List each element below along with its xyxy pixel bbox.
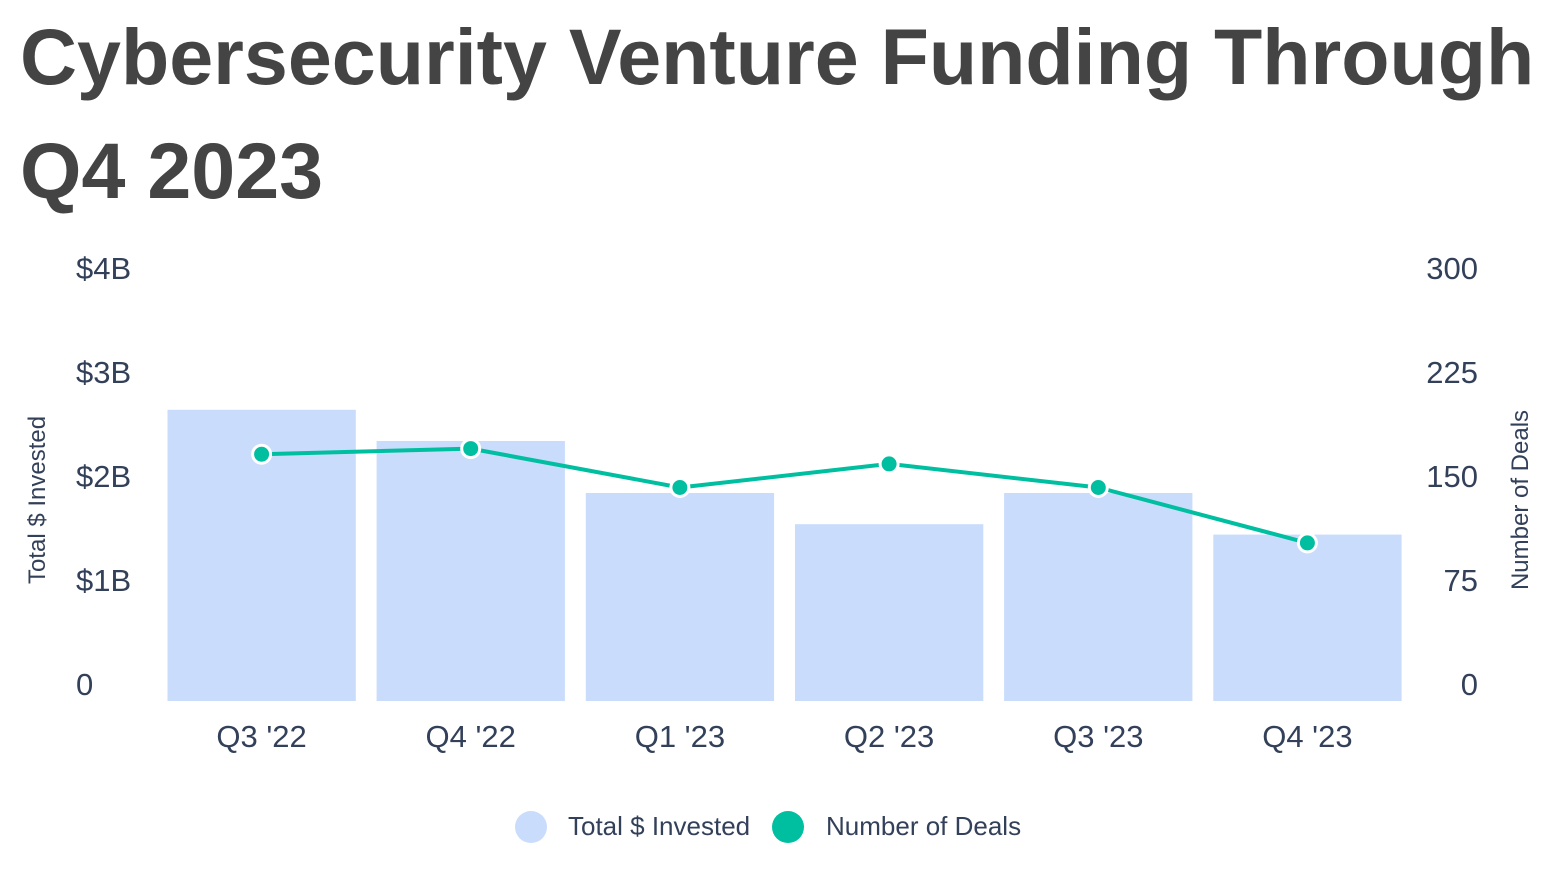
y-left-tick-label: $1B: [76, 563, 131, 598]
y-left-tick-label: $3B: [76, 355, 131, 390]
deals-line: [261, 446, 1308, 545]
legend-label-invested: Total $ Invested: [568, 811, 750, 841]
left-axis-ticks: 0 $1B $2B $3B $4B: [76, 251, 131, 702]
bar-2: [376, 441, 565, 701]
bar-4: [795, 524, 984, 701]
y-left-tick-label: 0: [76, 667, 93, 702]
deals-point-2: [460, 438, 482, 460]
bar-5: [1004, 493, 1193, 701]
x-tick-label: Q4 '22: [426, 719, 516, 754]
y-right-tick-label: 75: [1444, 563, 1478, 598]
y-right-axis-title: Number of Deals: [1507, 410, 1534, 590]
x-tick-label: Q3 '22: [216, 719, 306, 754]
deals-point-3: [669, 477, 691, 498]
x-axis-ticks: Q3 '22 Q4 '22 Q1 '23 Q2 '23 Q3 '23 Q4 '23: [216, 719, 1352, 754]
right-axis-ticks: 0 75 150 225 300: [1426, 251, 1478, 702]
deals-line-group: [251, 438, 1318, 554]
y-right-tick-label: 0: [1461, 667, 1478, 702]
y-right-tick-label: 225: [1426, 355, 1478, 390]
bar-3: [585, 493, 775, 701]
legend-swatch-deals: [772, 811, 804, 843]
deals-point-5: [1087, 477, 1109, 498]
legend-swatch-invested: [515, 811, 547, 843]
x-tick-label: Q4 '23: [1262, 719, 1352, 754]
x-tick-label: Q3 '23: [1053, 719, 1143, 754]
chart-title: Cybersecurity Venture Funding Through Q4…: [20, 12, 1535, 215]
legend-label-deals: Number of Deals: [826, 811, 1021, 841]
y-left-axis-title: Total $ Invested: [24, 416, 51, 584]
x-tick-label: Q2 '23: [844, 719, 934, 754]
deals-point-1: [251, 443, 273, 465]
x-tick-label: Q1 '23: [635, 719, 725, 754]
deals-point-4: [878, 453, 900, 475]
y-left-tick-label: $4B: [76, 251, 131, 286]
legend: Total $ Invested Number of Deals: [515, 811, 1021, 843]
deals-point-6: [1296, 532, 1318, 554]
bars-group: [167, 409, 1402, 701]
y-left-tick-label: $2B: [76, 459, 131, 494]
y-right-tick-label: 150: [1426, 459, 1478, 494]
bar-6: [1213, 534, 1402, 701]
y-right-tick-label: 300: [1426, 251, 1478, 286]
